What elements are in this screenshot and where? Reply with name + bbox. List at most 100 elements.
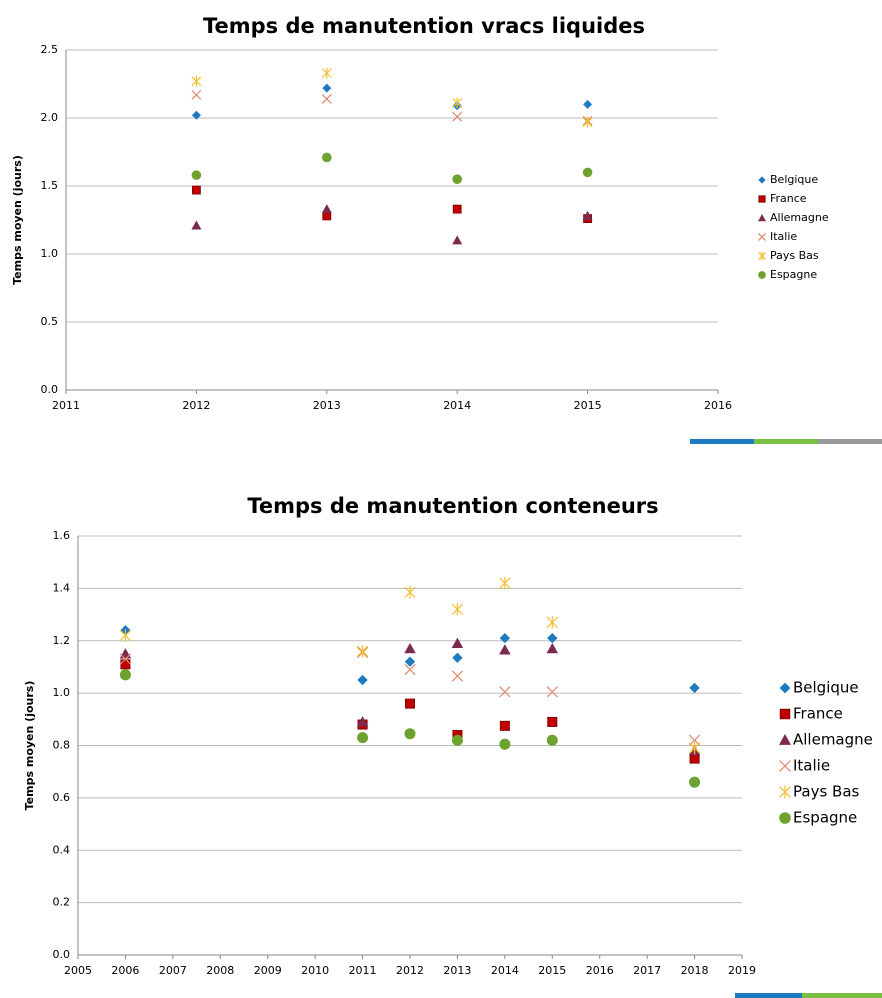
legend-marker: [779, 682, 791, 694]
point: [688, 734, 701, 746]
point: [688, 741, 701, 755]
point: [322, 152, 332, 163]
y-tick-label: 0.0: [53, 948, 71, 961]
point: [452, 174, 463, 184]
legend-label: Belgique: [793, 679, 859, 697]
point: [356, 644, 369, 658]
legend-label: Belgique: [770, 173, 818, 186]
point: [547, 716, 558, 727]
decor-bar: [754, 439, 818, 444]
x-tick-label: 2014: [443, 399, 471, 412]
x-tick-label: 2009: [254, 964, 282, 977]
x-tick-label: 2008: [206, 964, 234, 977]
point: [451, 603, 464, 616]
point: [191, 89, 202, 100]
legend-label: Espagne: [793, 809, 857, 827]
point: [191, 170, 202, 180]
x-tick-label: 2017: [633, 964, 661, 977]
point: [546, 616, 558, 629]
x-tick-label: 2015: [574, 399, 602, 412]
legend-marker: [779, 760, 791, 772]
legend-label: France: [793, 705, 843, 723]
point: [452, 204, 462, 214]
point: [451, 734, 463, 746]
point: [119, 653, 132, 665]
decor-bar: [690, 439, 754, 444]
x-tick-label: 2016: [586, 964, 614, 977]
legend-label: Allemagne: [770, 211, 829, 224]
point: [321, 94, 332, 104]
legend-label: Italie: [770, 230, 797, 243]
legend-marker: [758, 214, 766, 222]
point: [357, 674, 368, 686]
y-tick-label: 1.0: [41, 247, 59, 260]
legend-marker: [758, 195, 766, 203]
point: [583, 99, 593, 109]
point: [191, 110, 201, 120]
x-tick-label: 2012: [182, 399, 210, 412]
point: [404, 728, 416, 740]
point: [451, 670, 464, 682]
y-axis-label: Temps moyen (jours): [11, 155, 24, 285]
x-tick-label: 2010: [301, 964, 329, 977]
x-tick-label: 2013: [313, 399, 341, 412]
legend-label: Allemagne: [793, 731, 873, 749]
y-tick-label: 0.5: [41, 315, 59, 328]
y-tick-label: 0.0: [41, 383, 59, 396]
x-tick-label: 2012: [396, 964, 424, 977]
point: [452, 235, 463, 245]
y-tick-label: 2.5: [41, 43, 59, 56]
point: [546, 734, 558, 746]
point: [452, 652, 463, 663]
point: [404, 642, 416, 654]
x-tick-label: 2011: [349, 964, 377, 977]
point: [322, 83, 332, 93]
legend-marker: [779, 708, 791, 720]
y-tick-label: 0.6: [53, 791, 71, 804]
x-tick-label: 2019: [728, 964, 756, 977]
x-tick-label: 2016: [704, 399, 732, 412]
point: [499, 644, 511, 655]
legend-marker: [757, 251, 767, 261]
point: [689, 753, 700, 764]
point: [689, 776, 701, 788]
point: [546, 686, 558, 698]
point: [582, 167, 593, 178]
point: [357, 732, 369, 744]
x-tick-label: 2006: [111, 964, 139, 977]
y-tick-label: 0.2: [53, 896, 71, 909]
x-tick-label: 2014: [491, 964, 519, 977]
x-tick-label: 2005: [64, 964, 92, 977]
point: [404, 698, 415, 709]
point: [499, 720, 510, 731]
point: [356, 716, 369, 727]
y-tick-label: 1.6: [53, 529, 71, 542]
point: [499, 632, 511, 644]
point: [119, 629, 132, 642]
point: [547, 632, 558, 644]
point: [582, 116, 593, 128]
y-tick-label: 1.0: [53, 686, 71, 699]
y-tick-label: 2.0: [41, 111, 59, 124]
point: [191, 75, 202, 87]
legend-label: Pays Bas: [793, 783, 860, 801]
y-tick-label: 0.8: [53, 739, 71, 752]
y-axis-label: Temps moyen (jours): [23, 681, 36, 811]
point: [499, 686, 511, 698]
legend-marker: [778, 733, 792, 745]
point: [119, 648, 132, 659]
x-tick-label: 2013: [443, 964, 471, 977]
point: [499, 576, 511, 590]
chart-title: Temps de manutention conteneurs: [247, 494, 658, 518]
point: [191, 220, 202, 230]
y-tick-label: 1.5: [41, 179, 59, 192]
y-tick-label: 1.4: [53, 581, 71, 594]
legend-label: Espagne: [770, 268, 817, 281]
point: [321, 204, 332, 214]
point: [120, 659, 131, 670]
point: [499, 738, 511, 750]
point: [451, 637, 464, 648]
chart-title: Temps de manutention vracs liquides: [203, 14, 645, 38]
legend-marker: [758, 271, 766, 279]
x-tick-label: 2007: [159, 964, 187, 977]
